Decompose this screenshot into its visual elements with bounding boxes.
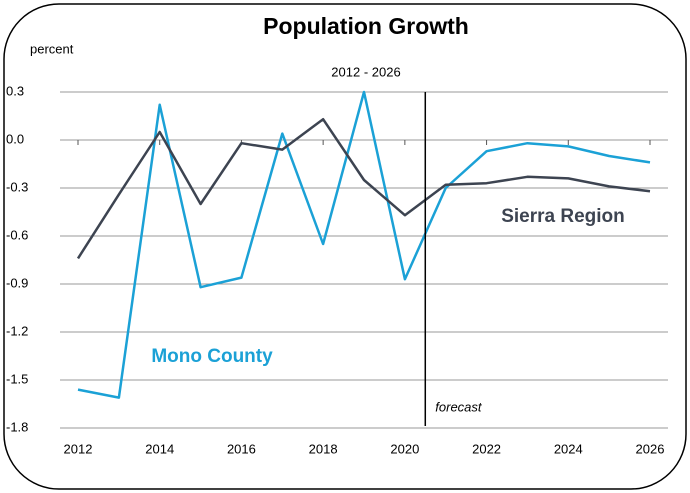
series-label: Mono County [151, 346, 273, 367]
series-label: Sierra Region [501, 206, 625, 227]
y-tick-label: 0.3 [6, 83, 24, 98]
series-line [77, 90, 651, 399]
x-tick-label: 2016 [227, 441, 256, 456]
x-tick-label: 2024 [554, 441, 583, 456]
x-tick-label: 2022 [472, 441, 501, 456]
y-tick-label: -1.2 [6, 323, 28, 338]
y-tick-label: -1.5 [6, 371, 28, 386]
y-tick-label: -0.3 [6, 179, 28, 194]
series-line [76, 117, 651, 260]
y-axis-label: percent [30, 41, 74, 56]
chart-frame [3, 3, 687, 490]
y-tick-label: -0.6 [6, 227, 28, 242]
annotation: forecast [435, 399, 483, 414]
x-tick-label: 2014 [145, 441, 174, 456]
y-tick-label: -0.9 [6, 275, 28, 290]
y-tick-label: -1.8 [6, 419, 28, 434]
x-tick-label: 2012 [64, 441, 93, 456]
x-tick-label: 2026 [636, 441, 665, 456]
chart-title: Population Growth [263, 13, 469, 39]
chart-subtitle: 2012 - 2026 [331, 64, 400, 79]
y-tick-label: 0.0 [6, 131, 24, 146]
x-tick-label: 2020 [390, 441, 419, 456]
x-tick-label: 2018 [309, 441, 338, 456]
